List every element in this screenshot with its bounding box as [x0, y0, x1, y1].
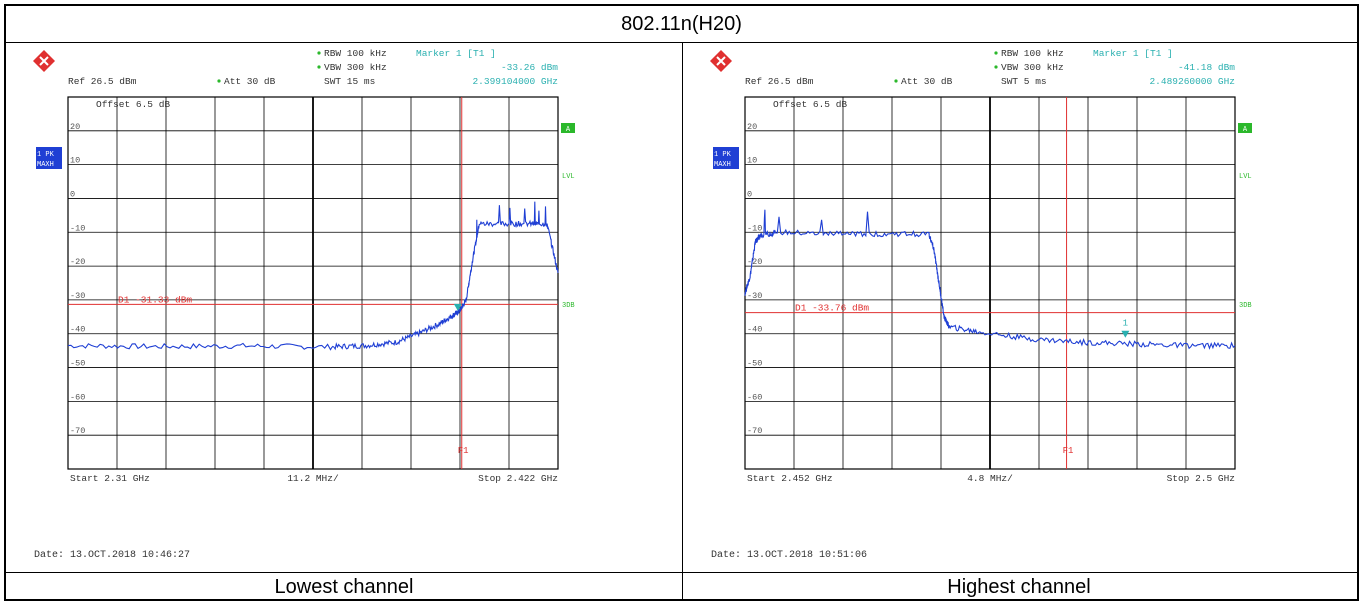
y-tick-label: -40 [747, 325, 762, 335]
panel-divider [682, 42, 683, 601]
y-tick-label: -40 [70, 325, 85, 335]
y-tick-label: -10 [747, 223, 762, 233]
div-label: 11.2 MHz/ [287, 473, 339, 484]
trace-line [744, 209, 1236, 350]
y-tick-label: 20 [70, 122, 80, 132]
d1-label: D1 -33.76 dBm [795, 303, 869, 314]
rohde-schwarz-logo [33, 50, 55, 72]
caption-lowest: Lowest channel [274, 576, 414, 598]
rbw-label: RBW 100 kHz [1001, 48, 1064, 59]
y-tick-label: 10 [70, 156, 80, 166]
swt-label: SWT 5 ms [1001, 76, 1047, 87]
lvl-label: LVL [562, 173, 575, 181]
trace-badge [36, 147, 62, 169]
marker-freq-readout: 2.489260000 GHz [1149, 76, 1235, 87]
figure-frame: 802.11n(H20) RBW 100 kHz VBW 300 kHz SWT 1… [4, 4, 1359, 601]
caption-highest: Highest channel [947, 576, 1091, 598]
y-tick-label: -30 [70, 291, 85, 301]
spectrum-plot-lowest: RBW 100 kHz VBW 300 kHz SWT 15 ms Ref 26.5 … [33, 48, 575, 561]
y-tick-label: 10 [747, 156, 757, 166]
marker-title: Marker 1 [T1 ] [416, 48, 496, 59]
y-tick-label: -50 [70, 359, 85, 369]
a-label: A [1243, 126, 1248, 134]
rbw-bullet [317, 51, 321, 55]
att-label: Att 30 dB [224, 76, 276, 87]
y-tick-label: 0 [70, 189, 75, 199]
y-tick-label: -50 [747, 359, 762, 369]
ref-label: Ref 26.5 dBm [745, 76, 814, 87]
start-label: Start 2.452 GHz [747, 473, 833, 484]
caption-row: Lowest channel Highest channel [6, 572, 1357, 602]
trace-line [67, 201, 559, 351]
trace-badge [713, 147, 739, 169]
marker-level-readout: -33.26 dBm [501, 62, 558, 73]
y-tick-label: -70 [70, 426, 85, 436]
lvl-label: LVL [1239, 173, 1252, 181]
vbw-bullet [317, 65, 321, 69]
db3-label: 3DB [1239, 302, 1252, 310]
marker-freq-readout: 2.399104000 GHz [472, 76, 558, 87]
offset-label: Offset 6.5 dB [773, 99, 847, 110]
vbw-label: VBW 300 kHz [324, 62, 387, 73]
date-label: Date: 13.OCT.2018 10:51:06 [711, 550, 867, 561]
marker-1 [453, 303, 462, 311]
a-badge [1238, 123, 1252, 133]
offset-label: Offset 6.5 dB [96, 99, 170, 110]
trace-maxh-label: MAXH [714, 161, 731, 169]
y-tick-label: -60 [70, 392, 85, 402]
y-tick-label: 20 [747, 122, 757, 132]
figure-title: 802.11n(H20) [6, 6, 1357, 43]
a-badge [561, 123, 575, 133]
vbw-bullet [994, 65, 998, 69]
att-label: Att 30 dB [901, 76, 953, 87]
y-tick-label: -20 [70, 257, 85, 267]
logo-mark [39, 56, 49, 66]
stop-label: Stop 2.422 GHz [478, 473, 558, 484]
marker-number: 1 [1123, 319, 1128, 329]
date-label: Date: 13.OCT.2018 10:46:27 [34, 550, 190, 561]
att-bullet [894, 79, 898, 83]
f1-label: F1 [458, 446, 469, 456]
marker-1 [1121, 330, 1130, 338]
y-tick-label: -10 [70, 223, 85, 233]
rbw-bullet [994, 51, 998, 55]
marker-level-readout: -41.18 dBm [1178, 62, 1235, 73]
marker-title: Marker 1 [T1 ] [1093, 48, 1173, 59]
lowest-channel-panel: RBW 100 kHz VBW 300 kHz SWT 15 ms Ref 26.5 … [6, 43, 676, 570]
a-label: A [566, 126, 571, 134]
trace-pk-label: 1 PK [37, 151, 55, 159]
rohde-schwarz-logo [710, 50, 732, 72]
y-tick-label: -60 [747, 392, 762, 402]
rbw-label: RBW 100 kHz [324, 48, 387, 59]
trace-maxh-label: MAXH [37, 161, 54, 169]
vbw-label: VBW 300 kHz [1001, 62, 1064, 73]
y-tick-label: 0 [747, 189, 752, 199]
ref-label: Ref 26.5 dBm [68, 76, 137, 87]
db3-label: 3DB [562, 302, 575, 310]
swt-label: SWT 15 ms [324, 76, 375, 87]
f1-label: F1 [1063, 446, 1074, 456]
logo-mark [716, 56, 726, 66]
stop-label: Stop 2.5 GHz [1167, 473, 1235, 484]
div-label: 4.8 MHz/ [967, 473, 1013, 484]
trace-pk-label: 1 PK [714, 151, 732, 159]
y-tick-label: -70 [747, 426, 762, 436]
att-bullet [217, 79, 221, 83]
y-tick-label: -30 [747, 291, 762, 301]
spectrum-plot-highest: RBW 100 kHz VBW 300 kHz SWT 5 ms Ref 26.5 d… [710, 48, 1252, 561]
y-tick-label: -20 [747, 257, 762, 267]
highest-channel-panel: RBW 100 kHz VBW 300 kHz SWT 5 ms Ref 26.5 d… [683, 43, 1353, 570]
start-label: Start 2.31 GHz [70, 473, 150, 484]
d1-label: D1 -31.33 dBm [118, 294, 192, 305]
